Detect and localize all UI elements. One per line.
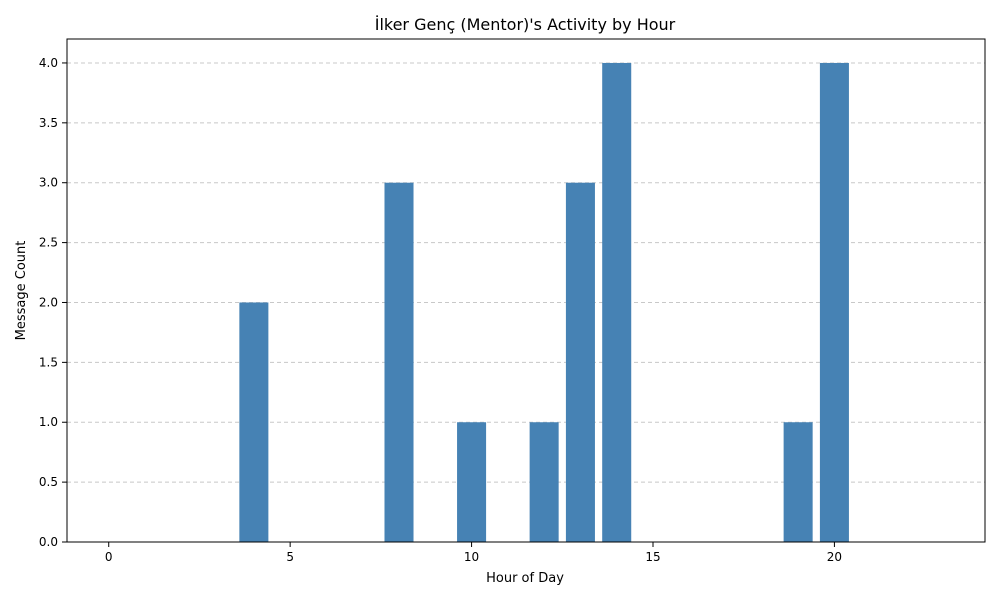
bar-hour-10	[457, 422, 487, 542]
bar-hour-20	[819, 62, 849, 542]
chart-title: İlker Genç (Mentor)'s Activity by Hour	[375, 15, 676, 34]
y-tick-label: 3.0	[39, 176, 58, 190]
y-tick-label: 4.0	[39, 56, 58, 70]
x-axis-label: Hour of Day	[486, 571, 564, 586]
x-ticks: 0 5 10 15 20	[105, 542, 842, 564]
plot-frame	[66, 38, 986, 543]
bar-hour-14	[602, 62, 632, 542]
y-tick-label: 2.5	[39, 236, 58, 250]
bar-hour-13	[565, 182, 595, 542]
x-tick-label: 15	[645, 550, 660, 564]
x-tick-label: 0	[105, 550, 113, 564]
y-tick-label: 0.5	[39, 475, 58, 489]
y-tick-label: 2.0	[39, 295, 58, 309]
x-tick-label: 20	[827, 550, 842, 564]
y-tick-label: 1.0	[39, 415, 58, 429]
y-tick-label: 3.5	[39, 116, 58, 130]
bar-hour-4	[239, 302, 269, 542]
y-ticks: 0.0 0.5 1.0 1.5 2.0 2.5 3.0 3.5 4.0	[39, 56, 67, 549]
bar-hour-12	[529, 422, 559, 542]
bars	[239, 62, 849, 542]
x-tick-label: 5	[286, 550, 294, 564]
y-axis-label: Message Count	[14, 241, 29, 341]
bar-hour-19	[783, 422, 813, 542]
x-tick-label: 10	[464, 550, 479, 564]
bar-hour-8	[384, 182, 414, 542]
y-tick-label: 1.5	[39, 355, 58, 369]
y-tick-label: 0.0	[39, 535, 58, 549]
